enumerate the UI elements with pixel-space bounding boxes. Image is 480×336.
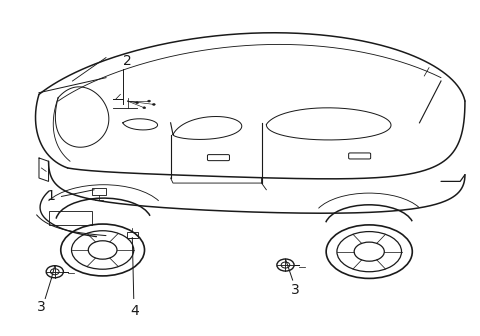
Circle shape <box>153 103 156 106</box>
Circle shape <box>148 100 151 102</box>
Text: 3: 3 <box>37 300 46 314</box>
Text: 3: 3 <box>291 283 300 297</box>
Bar <box>92 188 106 195</box>
Circle shape <box>143 107 146 109</box>
Circle shape <box>136 102 139 104</box>
Text: 4: 4 <box>131 304 139 318</box>
Text: 1: 1 <box>47 190 56 203</box>
Bar <box>127 232 138 238</box>
Text: 2: 2 <box>123 54 132 68</box>
